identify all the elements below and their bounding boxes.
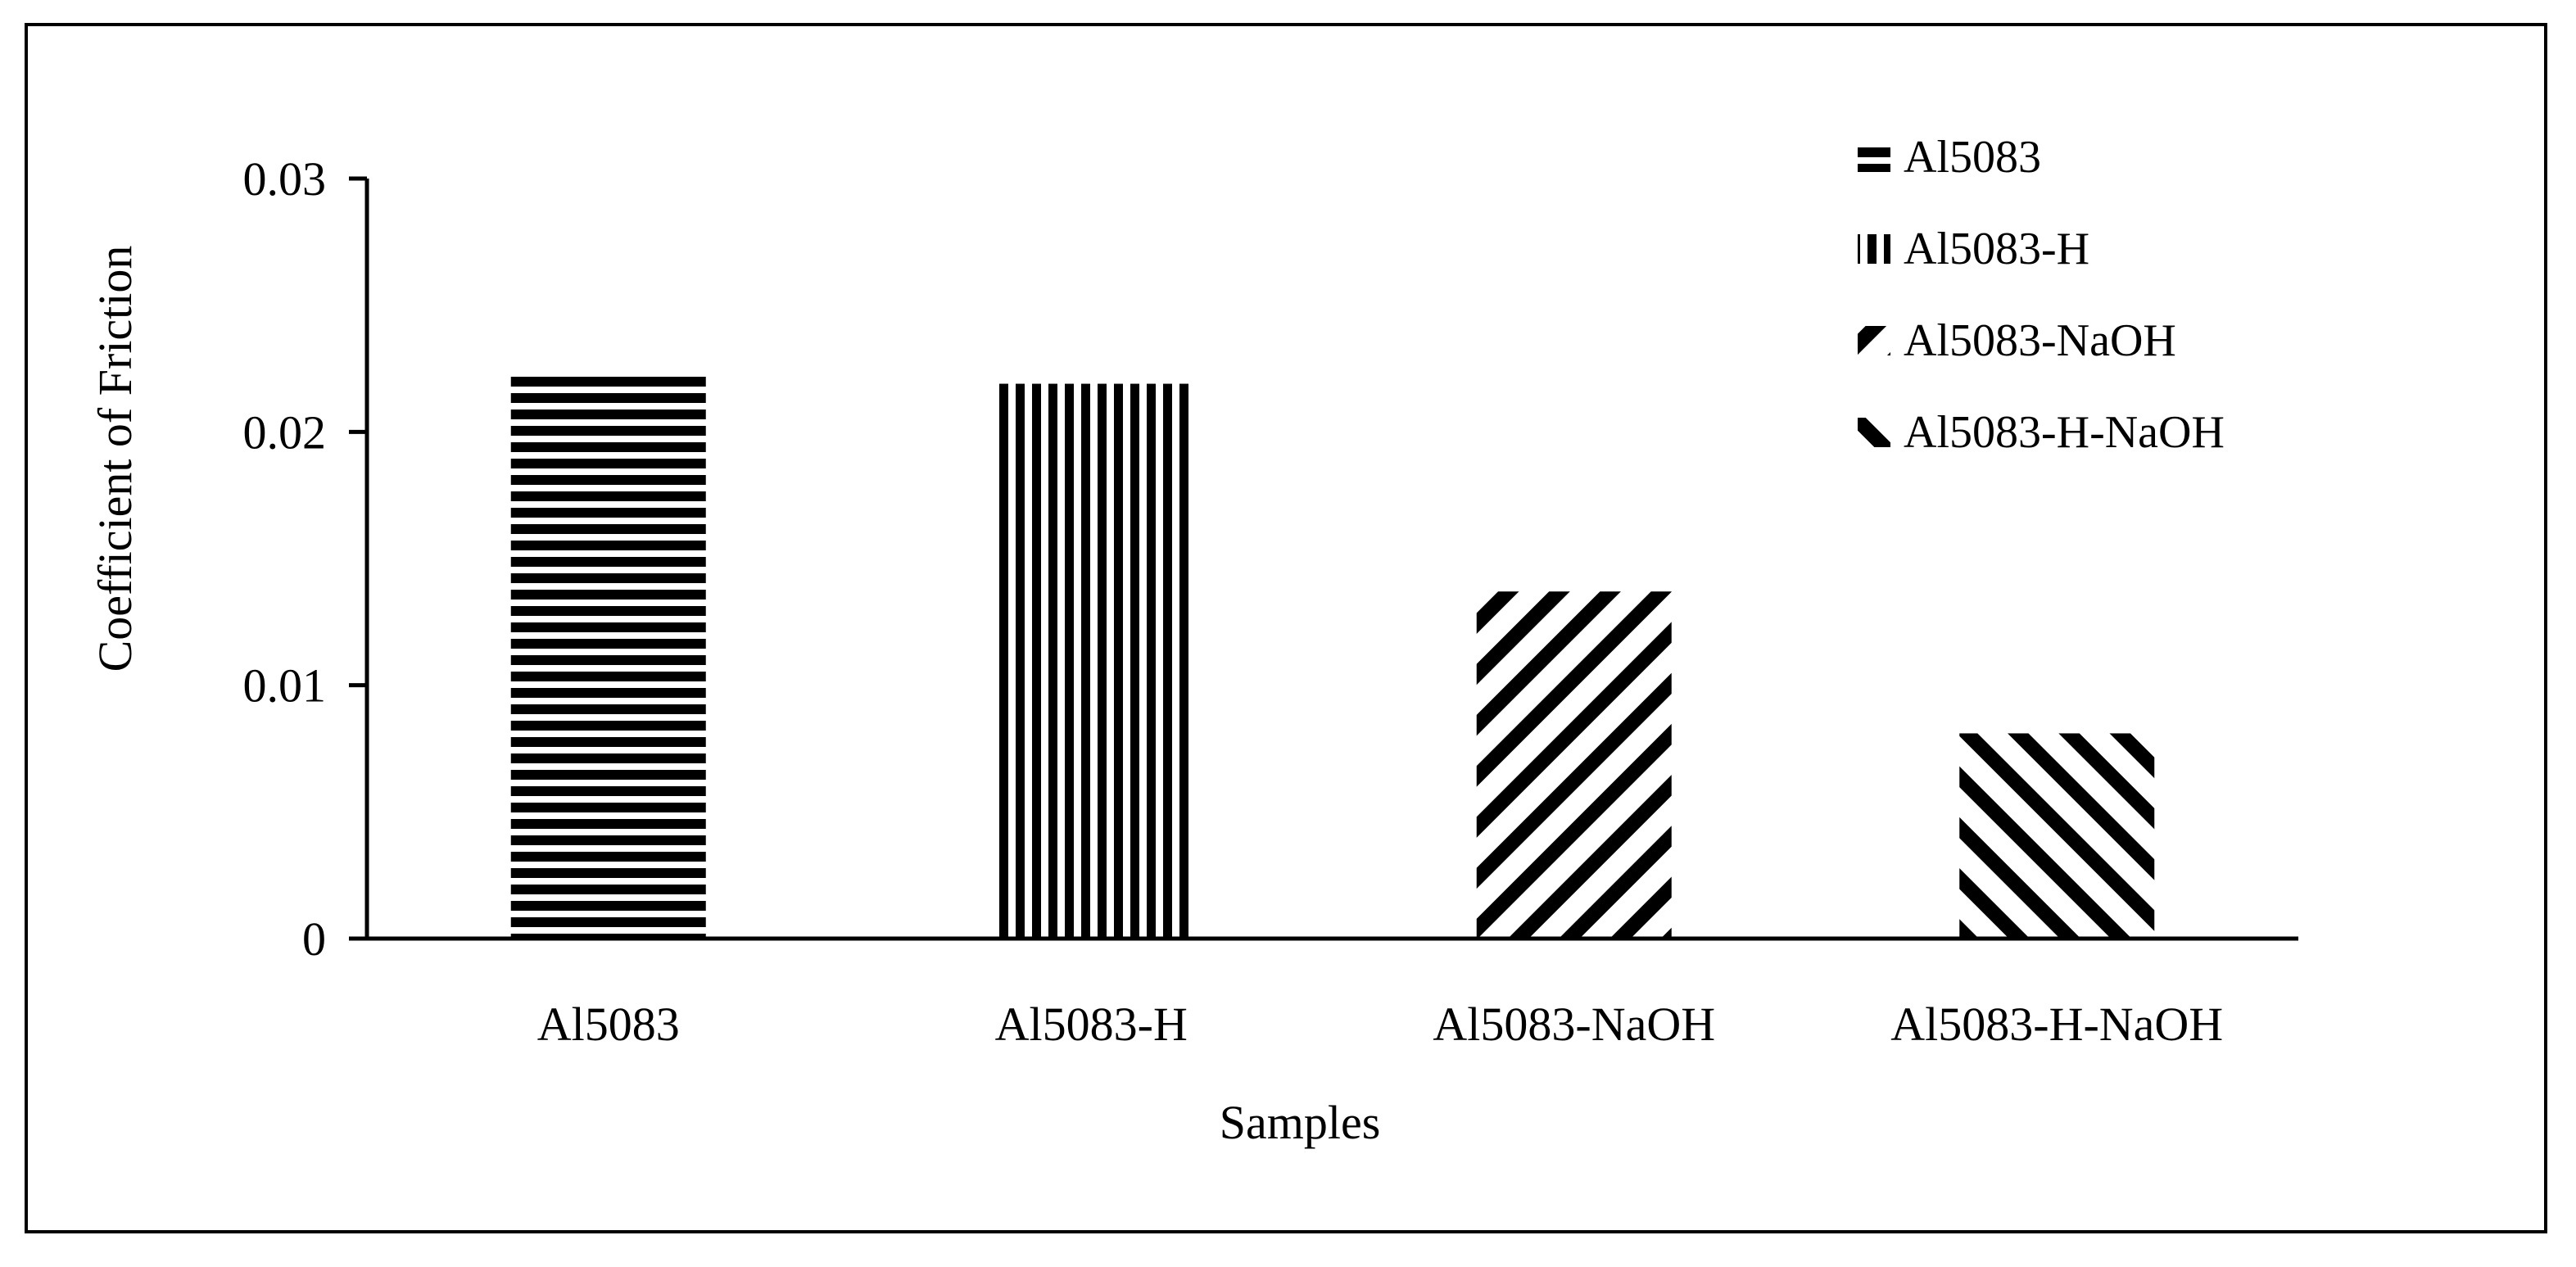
legend-swatch xyxy=(1858,234,1890,264)
bar-al5083-naoh xyxy=(1476,591,1672,939)
x-tick-label: Al5083-NaOH xyxy=(1433,998,1715,1051)
legend-swatch xyxy=(1858,143,1890,172)
bar-al5083-h xyxy=(994,383,1189,939)
x-labels-group: Al5083 Al5083-H Al5083-NaOH Al5083-H-NaOH xyxy=(537,998,2223,1051)
x-tick-label: Al5083-H xyxy=(995,998,1188,1051)
legend-swatch xyxy=(1858,418,1890,447)
y-tick-label: 0.03 xyxy=(243,152,327,206)
y-tick-label: 0.02 xyxy=(243,405,327,459)
legend-label: Al5083-NaOH xyxy=(1904,315,2176,366)
chart-frame xyxy=(25,23,2547,1233)
x-tick-label: Al5083-H-NaOH xyxy=(1890,998,2223,1051)
y-ticks-group: 0 0.01 0.02 0.03 xyxy=(243,152,367,966)
legend-label: Al5083 xyxy=(1904,132,2041,183)
legend-label: Al5083-H xyxy=(1904,224,2089,274)
x-axis-title: Samples xyxy=(1220,1096,1381,1149)
y-tick-label: 0 xyxy=(302,912,326,966)
y-axis-title: Coefficient of Friction xyxy=(88,246,142,672)
x-tick-label: Al5083 xyxy=(537,998,680,1051)
y-tick-label: 0.01 xyxy=(243,659,327,713)
bar-al5083 xyxy=(510,376,706,939)
legend-swatch xyxy=(1858,326,1890,355)
legend: Al5083 Al5083-H Al5083-NaOH Al5083-H-NaOH xyxy=(1858,132,2225,458)
legend-label: Al5083-H-NaOH xyxy=(1904,407,2225,458)
axes-group xyxy=(364,179,2298,941)
bar-al5083-h-naoh xyxy=(1959,733,2155,939)
bars-group xyxy=(510,376,2155,939)
